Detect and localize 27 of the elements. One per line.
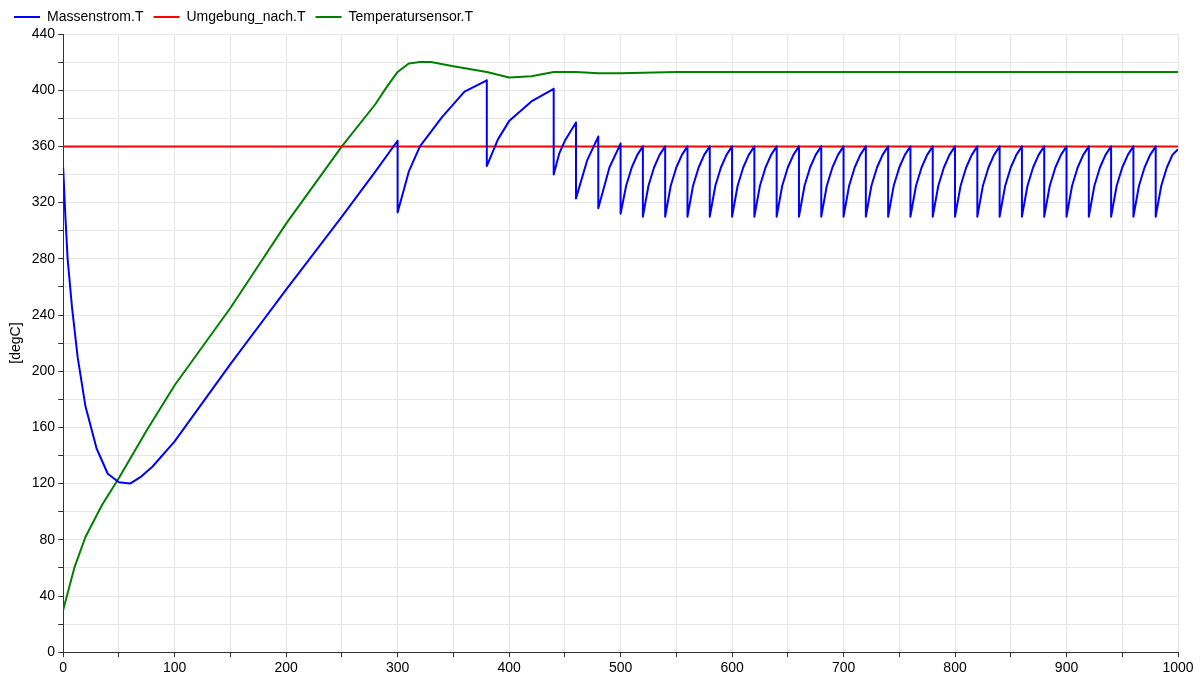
x-tick-label: 700 xyxy=(831,659,856,676)
y-tick-label: 0 xyxy=(47,643,56,660)
legend-label: Massenstrom.T xyxy=(47,7,144,24)
x-tick-label: 300 xyxy=(385,659,410,676)
y-tick-label: 400 xyxy=(31,81,56,98)
x-tick-label: 600 xyxy=(720,659,744,676)
y-tick-label: 240 xyxy=(31,305,56,322)
y-tick-label: 320 xyxy=(31,193,56,210)
x-tick-label: 800 xyxy=(943,659,967,676)
y-tick-label: 120 xyxy=(31,474,56,491)
y-tick-label: 200 xyxy=(31,362,56,379)
x-tick-label: 900 xyxy=(1054,659,1079,676)
y-axis-title: [degC] xyxy=(7,322,24,364)
x-tick-label: 400 xyxy=(497,659,521,676)
x-tick-label: 100 xyxy=(162,659,187,676)
y-tick-label: 80 xyxy=(39,530,56,547)
y-tick-label: 360 xyxy=(31,137,56,154)
y-tick-label: 440 xyxy=(31,24,56,41)
y-tick-label: 280 xyxy=(31,249,56,266)
y-tick-label: 40 xyxy=(39,586,56,603)
y-tick-label: 160 xyxy=(31,418,56,435)
x-tick-label: 200 xyxy=(274,659,299,676)
legend-label: Umgebung_nach.T xyxy=(186,7,306,24)
x-tick-label: 500 xyxy=(608,659,633,676)
x-tick-label: 1000 xyxy=(1162,659,1194,676)
legend-label: Temperatursensor.T xyxy=(348,7,474,24)
x-tick-label: 0 xyxy=(59,659,68,676)
